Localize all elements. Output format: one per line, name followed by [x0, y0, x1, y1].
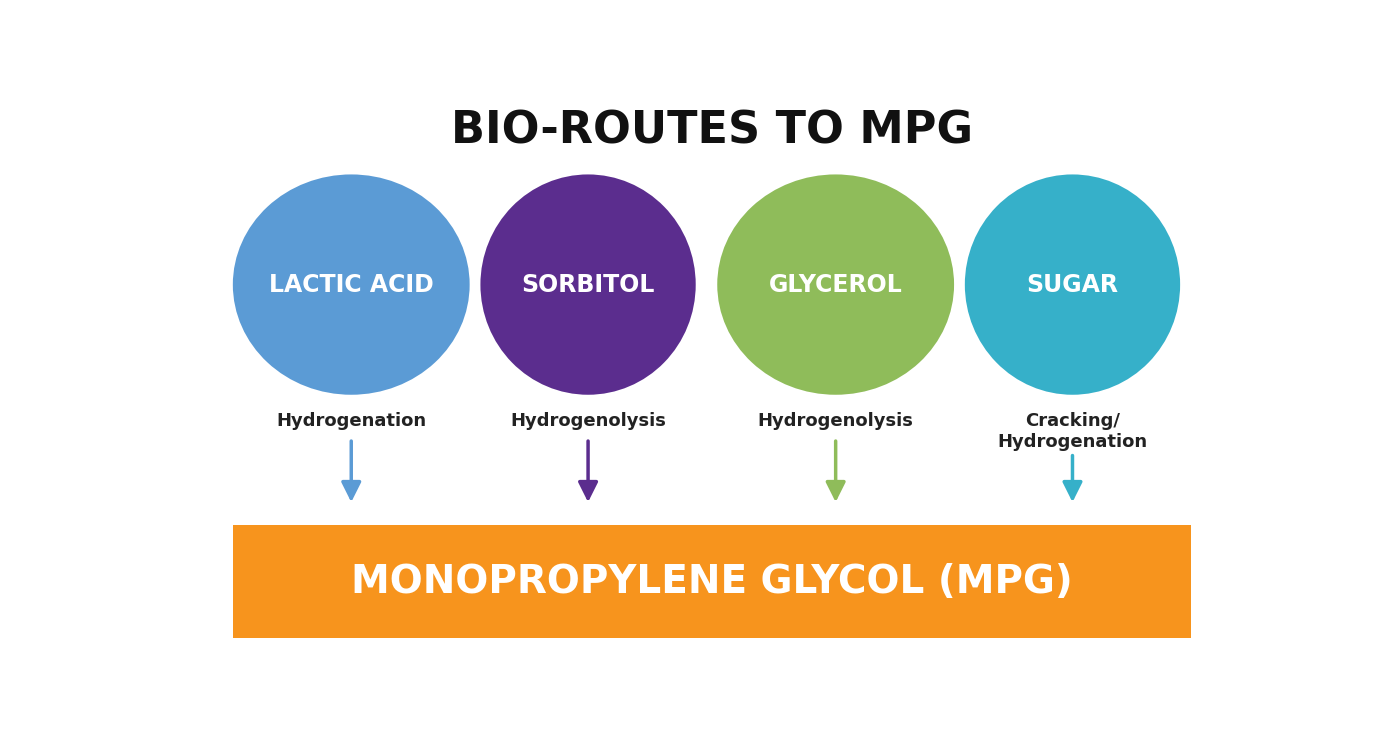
- Ellipse shape: [965, 175, 1181, 395]
- Text: GLYCEROL: GLYCEROL: [768, 273, 903, 297]
- Ellipse shape: [233, 175, 469, 395]
- Text: Hydrogenation: Hydrogenation: [276, 412, 426, 430]
- Text: Hydrogenolysis: Hydrogenolysis: [758, 412, 914, 430]
- Ellipse shape: [481, 175, 696, 395]
- FancyBboxPatch shape: [233, 526, 1190, 639]
- Text: Hydrogenolysis: Hydrogenolysis: [510, 412, 665, 430]
- Text: MONOPROPYLENE GLYCOL (MPG): MONOPROPYLENE GLYCOL (MPG): [351, 562, 1072, 601]
- Text: SORBITOL: SORBITOL: [521, 273, 654, 297]
- Text: SUGAR: SUGAR: [1026, 273, 1118, 297]
- Text: Cracking/
Hydrogenation: Cracking/ Hydrogenation: [997, 412, 1147, 451]
- Text: BIO-ROUTES TO MPG: BIO-ROUTES TO MPG: [451, 109, 972, 152]
- Text: LACTIC ACID: LACTIC ACID: [269, 273, 433, 297]
- Ellipse shape: [717, 175, 954, 395]
